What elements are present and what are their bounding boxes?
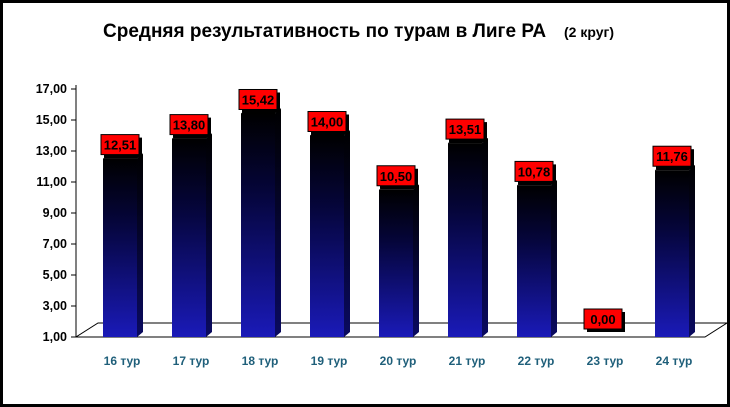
bar-side bbox=[482, 138, 488, 337]
bar-chart: Средняя результативность по турам в Лиге… bbox=[36, 21, 729, 368]
data-labels: 12,51 13,80 15,42 14,00 10,50 13,51 10,78 0,00 1… bbox=[100, 88, 694, 332]
bar-side bbox=[344, 130, 350, 337]
data-label-box bbox=[376, 165, 416, 187]
data-label: 15,42 bbox=[238, 88, 280, 113]
data-label-text: 13,51 bbox=[449, 122, 482, 137]
bar bbox=[241, 113, 275, 338]
bar-side bbox=[413, 184, 419, 337]
data-label: 14,00 bbox=[307, 111, 349, 135]
bar-side bbox=[137, 153, 143, 337]
y-tick-label: 7,00 bbox=[43, 237, 67, 251]
data-label-text: 15,42 bbox=[242, 92, 275, 107]
data-label-text: 10,50 bbox=[380, 169, 413, 184]
bar bbox=[310, 135, 344, 337]
y-tick-label: 11,00 bbox=[36, 175, 67, 189]
data-label-text: 13,80 bbox=[173, 118, 206, 133]
x-tick-label: 17 тур bbox=[173, 354, 210, 368]
bar-side bbox=[275, 108, 281, 338]
bar bbox=[172, 138, 206, 337]
x-tick-label: 16 тур bbox=[104, 354, 141, 368]
data-label: 0,00 bbox=[583, 308, 625, 332]
bar bbox=[448, 143, 482, 337]
data-label-text: 12,51 bbox=[104, 138, 137, 153]
data-label: 13,80 bbox=[169, 114, 211, 138]
data-label-text: 0,00 bbox=[590, 312, 615, 327]
data-label-box bbox=[445, 118, 485, 140]
y-tick-label: 5,00 bbox=[43, 268, 67, 282]
data-label-text: 14,00 bbox=[311, 115, 344, 130]
x-tick-label: 23 тур bbox=[587, 354, 624, 368]
x-tick-label: 24 тур bbox=[656, 354, 693, 368]
data-label: 10,78 bbox=[514, 160, 556, 185]
data-label-box bbox=[307, 111, 347, 132]
x-tick-label: 18 тур bbox=[242, 354, 279, 368]
data-label-text: 11,76 bbox=[656, 149, 688, 164]
y-tick-label: 9,00 bbox=[43, 206, 67, 220]
data-label-box bbox=[514, 160, 554, 182]
x-tick-label: 19 тур bbox=[311, 354, 348, 368]
data-label-box bbox=[583, 308, 623, 330]
y-tick-label: 13,00 bbox=[36, 144, 67, 158]
bar-side bbox=[689, 165, 695, 337]
data-label: 11,76 bbox=[652, 145, 694, 170]
y-tick-label: 1,00 bbox=[43, 330, 67, 344]
y-tick-label: 17,00 bbox=[36, 82, 67, 96]
x-tick-label: 21 тур bbox=[449, 354, 486, 368]
bar bbox=[379, 189, 413, 337]
data-label-box bbox=[652, 145, 692, 167]
chart-title: Средняя результативность по турам в Лиге… bbox=[103, 21, 546, 42]
bars bbox=[103, 108, 695, 338]
y-tick-label: 3,00 bbox=[43, 299, 67, 313]
bar bbox=[103, 158, 137, 337]
data-label: 10,50 bbox=[376, 165, 418, 189]
chart-subtitle: (2 круг) bbox=[564, 24, 614, 40]
bar-side bbox=[551, 180, 557, 337]
data-label-box bbox=[169, 114, 209, 136]
x-tick-label: 22 тур bbox=[518, 354, 555, 368]
x-tick-label: 20 тур bbox=[380, 354, 417, 368]
y-tick-label: 15,00 bbox=[36, 113, 67, 127]
data-label-box bbox=[100, 134, 140, 156]
data-label: 12,51 bbox=[100, 134, 142, 158]
data-label-box bbox=[238, 88, 278, 110]
bar bbox=[655, 170, 689, 337]
bar-side bbox=[206, 133, 212, 337]
data-label-text: 10,78 bbox=[518, 164, 551, 179]
bar bbox=[517, 185, 551, 337]
data-label: 13,51 bbox=[445, 118, 487, 143]
